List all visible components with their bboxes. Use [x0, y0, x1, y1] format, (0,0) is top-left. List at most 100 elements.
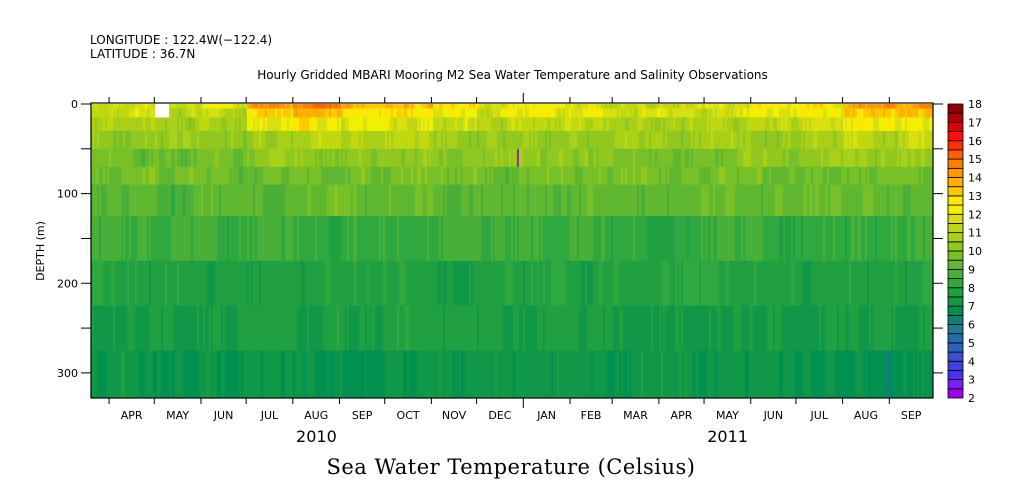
heatmap-cell [277, 350, 280, 399]
heatmap-cell [633, 260, 636, 307]
heatmap-cell [251, 166, 254, 186]
heatmap-cell [299, 166, 302, 186]
heatmap-cell [691, 350, 694, 399]
heatmap-cell [493, 108, 496, 118]
heatmap-cell [393, 216, 396, 262]
heatmap-cell [527, 166, 530, 186]
heatmap-cell [509, 108, 512, 118]
heatmap-cell [457, 104, 460, 109]
heatmap-cell [847, 108, 850, 118]
heatmap-cell [911, 117, 914, 132]
heatmap-cell [383, 117, 386, 132]
heatmap-cell [279, 184, 282, 217]
heatmap-cell [555, 184, 558, 217]
heatmap-cell [475, 130, 478, 150]
heatmap-cell [207, 166, 210, 186]
heatmap-cell [865, 117, 868, 132]
heatmap-cell [653, 108, 656, 118]
heatmap-cell [339, 350, 342, 399]
heatmap-cell [289, 184, 292, 217]
heatmap-cell [167, 117, 170, 132]
heatmap-cell [527, 260, 530, 307]
heatmap-cell [493, 305, 496, 351]
heatmap-cell [301, 166, 304, 186]
heatmap-cell [141, 305, 144, 351]
heatmap-cell [767, 148, 770, 168]
heatmap-cell [251, 117, 254, 132]
heatmap-cell [221, 184, 224, 217]
heatmap-cell [783, 108, 786, 118]
heatmap-cell [123, 166, 126, 186]
heatmap-cell [553, 166, 556, 186]
heatmap-cell [817, 184, 820, 217]
heatmap-cell [557, 104, 560, 109]
heatmap-cell [147, 350, 150, 399]
heatmap-cell [821, 350, 824, 399]
heatmap-column [207, 104, 210, 399]
heatmap-cell [851, 260, 854, 307]
heatmap-cell [593, 108, 596, 118]
heatmap-cell [741, 350, 744, 399]
heatmap-cell [195, 130, 198, 150]
heatmap-cell [647, 305, 650, 351]
heatmap-cell [235, 148, 238, 168]
heatmap-cell [845, 108, 848, 118]
heatmap-cell [837, 117, 840, 132]
heatmap-cell [207, 184, 210, 217]
heatmap-cell [721, 166, 724, 186]
heatmap-cell [359, 166, 362, 186]
heatmap-cell [255, 305, 258, 351]
heatmap-cell [887, 130, 890, 150]
heatmap-column [321, 104, 324, 399]
heatmap-cell [695, 166, 698, 186]
heatmap-cell [103, 117, 106, 132]
heatmap-cell [127, 104, 130, 109]
heatmap-cell [747, 148, 750, 168]
heatmap-cell [905, 216, 908, 262]
heatmap-cell [803, 305, 806, 351]
heatmap-cell [861, 148, 864, 168]
heatmap-column [651, 104, 654, 399]
heatmap-cell [429, 305, 432, 351]
heatmap-cell [683, 184, 686, 217]
heatmap-cell [581, 148, 584, 168]
heatmap-cell [775, 305, 778, 351]
heatmap-cell [109, 216, 112, 262]
heatmap-cell [727, 350, 730, 399]
heatmap-cell [525, 260, 528, 307]
heatmap-cell [707, 104, 710, 109]
heatmap-cell [451, 184, 454, 217]
heatmap-cell [779, 305, 782, 351]
heatmap-cell [391, 104, 394, 109]
heatmap-cell [163, 260, 166, 307]
heatmap-cell [267, 117, 270, 132]
heatmap-cell [701, 148, 704, 168]
heatmap-cell [115, 216, 118, 262]
heatmap-cell [701, 166, 704, 186]
heatmap-cell [383, 350, 386, 399]
heatmap-cell [769, 260, 772, 307]
heatmap-cell [805, 108, 808, 118]
heatmap-cell [319, 260, 322, 307]
heatmap-cell [643, 260, 646, 307]
heatmap-cell [903, 117, 906, 132]
heatmap-column [717, 104, 720, 399]
heatmap-cell [527, 117, 530, 132]
heatmap-cell [819, 108, 822, 118]
heatmap-cell [663, 350, 666, 399]
heatmap-cell [475, 166, 478, 186]
heatmap-cell [271, 216, 274, 262]
heatmap-cell [319, 305, 322, 351]
heatmap-cell [589, 104, 592, 109]
heatmap-cell [719, 108, 722, 118]
heatmap-cell [797, 260, 800, 307]
heatmap-cell [871, 216, 874, 262]
heatmap-cell [695, 216, 698, 262]
heatmap-cell [519, 108, 522, 118]
heatmap-cell [285, 130, 288, 150]
heatmap-cell [223, 305, 226, 351]
heatmap-cell [793, 108, 796, 118]
heatmap-cell [679, 184, 682, 217]
heatmap-cell [573, 260, 576, 307]
heatmap-cell [179, 260, 182, 307]
